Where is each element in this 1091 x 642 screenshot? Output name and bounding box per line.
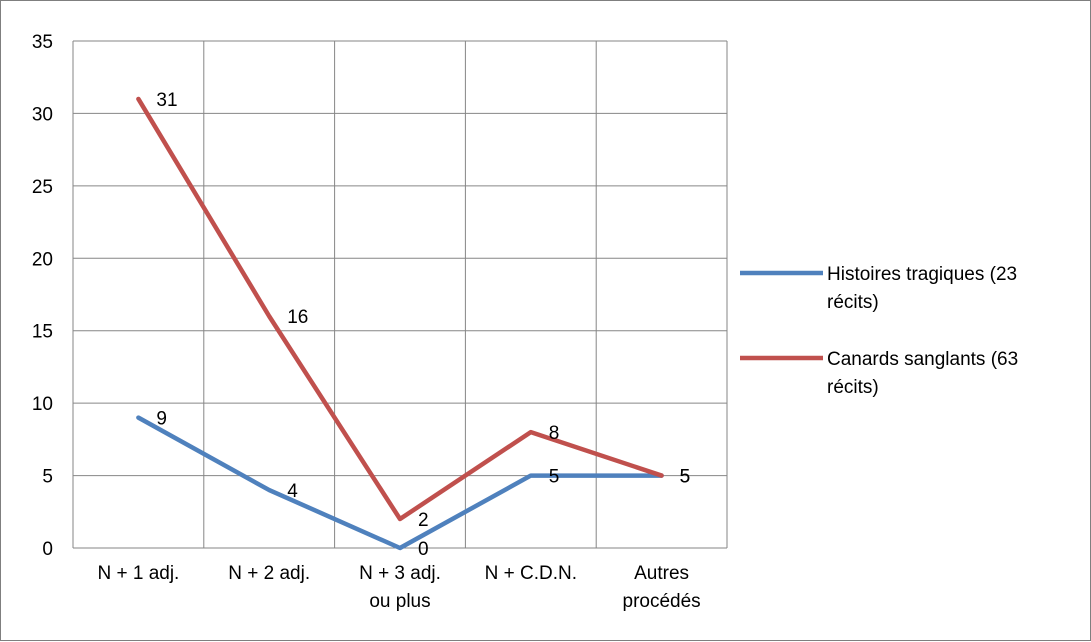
data-label: 31	[156, 90, 177, 111]
data-label: 2	[418, 510, 429, 531]
data-label: 9	[156, 409, 167, 430]
legend-label: récits)	[827, 292, 879, 313]
x-tick-label: Autres	[634, 563, 689, 584]
y-tick-label: 30	[32, 104, 53, 125]
legend-label: Histoires tragiques (23	[827, 264, 1017, 285]
data-label: 5	[549, 467, 560, 488]
legend-label: récits)	[827, 377, 879, 398]
legend-label: Canards sanglants (63	[827, 349, 1018, 370]
data-label: 5	[680, 467, 691, 488]
legend: Histoires tragiques (23 récits) Canards sa…	[740, 264, 1018, 398]
gridlines	[72, 40, 728, 549]
x-tick-label: ou plus	[369, 591, 430, 612]
x-tick-label: N + 1 adj.	[97, 563, 179, 584]
data-label: 5	[680, 467, 691, 488]
y-tick-label: 35	[32, 32, 53, 53]
data-label: 8	[549, 423, 560, 444]
series-line-1	[136, 415, 664, 551]
data-label: 16	[287, 307, 308, 328]
y-tick-label: 20	[32, 249, 53, 270]
x-tick-label: N + 2 adj.	[228, 563, 310, 584]
y-tick-label: 0	[42, 539, 53, 560]
y-tick-label: 25	[32, 177, 53, 198]
y-tick-label: 15	[32, 322, 53, 343]
series-line-2	[136, 96, 664, 522]
x-tick-label: N + C.D.N.	[485, 563, 577, 584]
data-label: 0	[418, 539, 429, 560]
x-tick-label: procédés	[623, 591, 701, 612]
data-label: 4	[287, 481, 298, 502]
y-tick-label: 5	[42, 467, 53, 488]
x-tick-label: N + 3 adj.	[359, 563, 441, 584]
y-tick-label: 10	[32, 394, 53, 415]
